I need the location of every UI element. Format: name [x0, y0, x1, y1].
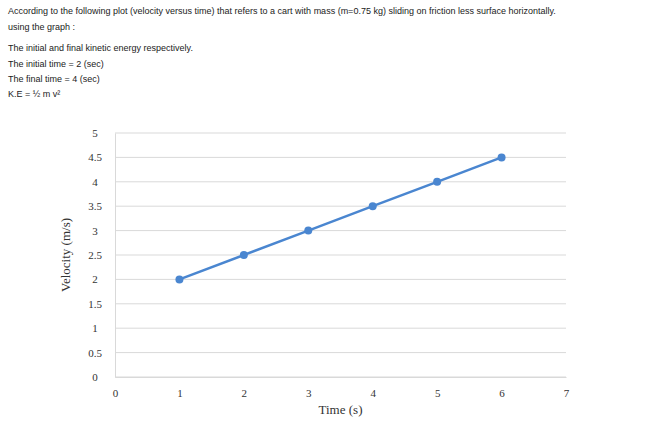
grid-line	[115, 133, 566, 134]
x-tick-label: 5	[435, 387, 441, 399]
x-tick-label: 0	[113, 387, 119, 399]
grid-line	[115, 377, 566, 378]
x-tick: 2	[242, 377, 248, 399]
x-tick: 0	[113, 377, 119, 399]
y-tick: 2.5	[88, 249, 115, 261]
annotations: According to the following plot (velocit…	[8, 6, 556, 99]
marker	[304, 227, 312, 235]
grid-line	[115, 181, 566, 182]
chart: According to the following plot (velocit…	[0, 0, 667, 433]
grid-line	[115, 230, 566, 231]
x-tick-label: 3	[306, 387, 312, 399]
marker	[498, 153, 506, 161]
marker	[369, 202, 377, 210]
marker	[240, 251, 248, 259]
x-tick-label: 6	[499, 387, 505, 399]
annotation: using the graph :	[8, 22, 75, 32]
grid-line	[115, 352, 566, 353]
grid-line	[115, 328, 566, 329]
y-tick-label: 1	[92, 322, 98, 334]
y-tick-label: 3	[92, 225, 98, 237]
grid	[115, 133, 566, 377]
y-tick: 1.5	[88, 298, 115, 310]
x-axis-title: Time (s)	[319, 402, 363, 417]
line	[179, 157, 501, 279]
y-tick: 5	[92, 127, 115, 139]
y-tick-label: 2.5	[88, 249, 102, 261]
grid-line	[115, 255, 566, 256]
plot-area	[175, 153, 505, 283]
y-tick: 0	[92, 371, 115, 383]
x-axis-line	[116, 377, 567, 378]
annotation: K.E = ½ m v²	[8, 89, 60, 99]
y-tick: 2	[92, 273, 115, 285]
y-tick-label: 4.5	[88, 151, 102, 163]
y-tick-label: 1.5	[88, 298, 102, 310]
y-tick: 3.5	[88, 200, 115, 212]
y-tick: 0.5	[88, 347, 115, 359]
y-tick-label: 3.5	[88, 200, 102, 212]
grid-line	[115, 206, 566, 207]
annotation: The initial and final kinetic energy res…	[8, 43, 193, 53]
y-tick-label: 0	[92, 371, 98, 383]
marker	[175, 275, 183, 283]
y-tick-label: 2	[92, 273, 98, 285]
y-tick: 3	[92, 225, 115, 237]
x-tick: 1	[177, 377, 183, 399]
x-tick: 7	[564, 377, 570, 399]
x-tick-label: 2	[242, 387, 248, 399]
y-tick-label: 5	[92, 127, 98, 139]
y-tick-label: 0.5	[88, 347, 102, 359]
x-tick: 6	[499, 377, 505, 399]
x-tick: 5	[435, 377, 441, 399]
x-tick-label: 4	[370, 387, 376, 399]
x-tick-label: 7	[564, 387, 570, 399]
annotation: The initial time = 2 (sec)	[8, 59, 104, 69]
y-tick: 4.5	[88, 151, 115, 163]
y-axis-title: Velocity (m/s)	[58, 218, 73, 292]
y-axis: 0 0.5 1 1.5 2 2.5 3 3.5 4 4.5 5	[88, 127, 115, 383]
y-tick-label: 4	[92, 176, 98, 188]
annotation: The final time = 4 (sec)	[8, 74, 100, 84]
marker	[433, 178, 441, 186]
x-tick: 3	[306, 377, 312, 399]
y-tick: 1	[92, 322, 115, 334]
annotation: According to the following plot (velocit…	[8, 6, 556, 16]
x-tick-label: 1	[177, 387, 183, 399]
x-tick: 4	[370, 377, 376, 399]
y-axis-line	[115, 134, 116, 378]
grid-line	[115, 303, 566, 304]
x-axis: 0 1 2 3 4 5 6 7	[113, 377, 570, 399]
y-tick: 4	[92, 176, 115, 188]
